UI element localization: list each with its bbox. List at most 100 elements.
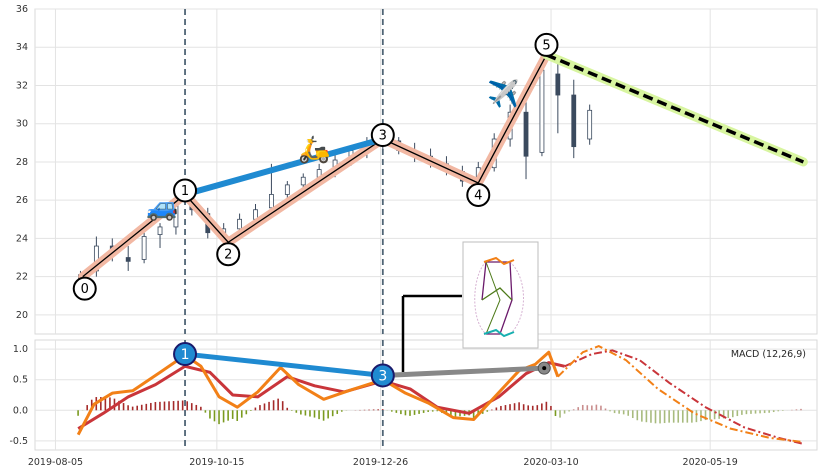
price-y-tick-label: 34 bbox=[16, 42, 28, 53]
macd-histogram-bar bbox=[772, 410, 775, 413]
macd-histogram-bar bbox=[422, 410, 425, 413]
macd-histogram-bar bbox=[100, 397, 102, 411]
pivot-label: 5 bbox=[542, 38, 550, 53]
macd-histogram-bar bbox=[713, 410, 716, 420]
zigzag-line bbox=[82, 54, 548, 278]
macd-histogram-bar bbox=[272, 400, 275, 411]
macd-histogram-bar bbox=[409, 410, 411, 416]
macd-histogram-bar bbox=[618, 410, 620, 414]
signal-line bbox=[77, 361, 566, 430]
macd-histogram-bar bbox=[195, 404, 198, 411]
divergence-line bbox=[380, 365, 547, 378]
macd-histogram-bar bbox=[277, 398, 279, 411]
macd-histogram-bar bbox=[554, 410, 557, 417]
macd-panel bbox=[34, 339, 818, 451]
macd-histogram-bar bbox=[436, 410, 439, 412]
macd-histogram-bar bbox=[641, 410, 643, 422]
macd-histogram-bar bbox=[568, 410, 570, 412]
macd-histogram-bar bbox=[381, 409, 384, 411]
macd-histogram-bar bbox=[186, 401, 189, 411]
candle-body bbox=[555, 73, 561, 96]
macd-histogram-bar bbox=[636, 410, 639, 421]
macd-histogram-bar bbox=[536, 405, 539, 411]
macd-histogram-bar bbox=[391, 410, 393, 412]
macd-histogram-bar bbox=[500, 405, 502, 411]
macd-histogram-bar bbox=[190, 403, 193, 411]
candle-body bbox=[269, 194, 274, 209]
macd-histogram-bar bbox=[591, 405, 593, 411]
macd-histogram-bar bbox=[404, 410, 407, 416]
macd-histogram-bar bbox=[290, 410, 293, 411]
macd-histogram-bar bbox=[218, 410, 220, 425]
macd-histogram-bar bbox=[140, 404, 143, 411]
macd-histogram-bar bbox=[627, 410, 630, 416]
x-tick-label: 2020-03-10 bbox=[523, 457, 578, 468]
macd-histogram-bar bbox=[759, 410, 761, 414]
macd-histogram-bar bbox=[586, 405, 589, 411]
macd-histogram-bar bbox=[281, 401, 284, 411]
macd-histogram-bar bbox=[768, 410, 770, 413]
macd-histogram-bar bbox=[550, 405, 552, 411]
x-tick-label: 2019-08-05 bbox=[28, 457, 83, 468]
macd-histogram-bar bbox=[795, 409, 798, 411]
macd-histogram-bar bbox=[563, 410, 566, 414]
price-y-tick-label: 32 bbox=[16, 80, 28, 91]
macd-histogram-bar bbox=[727, 410, 730, 418]
x-tick-label: 2019-12-26 bbox=[353, 457, 408, 468]
macd-histogram-bar bbox=[318, 410, 320, 420]
trendline bbox=[182, 136, 386, 198]
macd-histogram-bar bbox=[313, 410, 316, 418]
macd-histogram-bar bbox=[472, 410, 475, 419]
pivot-marker bbox=[466, 182, 491, 207]
macd-pivot-marker bbox=[173, 342, 198, 367]
macd-histogram-bar bbox=[572, 409, 575, 411]
macd-histogram-bar bbox=[181, 400, 184, 411]
macd-histogram-bar bbox=[168, 401, 170, 411]
macd-histogram-bar bbox=[213, 410, 216, 422]
macd-label: MACD (12,26,9) bbox=[731, 349, 806, 360]
macd-histogram-bar bbox=[304, 410, 307, 416]
macd-histogram-bar bbox=[240, 410, 243, 418]
macd-histogram-bar bbox=[663, 410, 666, 424]
macd-histogram-bar bbox=[527, 405, 529, 411]
macd-pivot-label: 3 bbox=[378, 368, 387, 384]
macd-pivot-label: 1 bbox=[181, 347, 190, 363]
macd-histogram-bar bbox=[331, 410, 334, 417]
macd-histogram-bar bbox=[559, 410, 561, 418]
macd-histogram-bar bbox=[504, 405, 507, 411]
macd-histogram-bar bbox=[518, 402, 520, 411]
macd-histogram-bar bbox=[295, 410, 298, 413]
price-y-tick-label: 22 bbox=[16, 272, 28, 283]
macd-pivot-marker bbox=[370, 363, 395, 388]
macd-histogram-bar bbox=[154, 402, 157, 411]
macd-histogram-bar bbox=[118, 400, 120, 411]
macd-histogram-bar bbox=[372, 409, 375, 411]
candle-body bbox=[284, 184, 290, 195]
macd-histogram-bar bbox=[136, 405, 138, 411]
macd-histogram-bar bbox=[481, 410, 484, 414]
macd-histogram-bar bbox=[704, 410, 707, 421]
macd-histogram-bar bbox=[227, 410, 229, 421]
candle-body bbox=[539, 69, 545, 153]
macd-histogram-bar bbox=[395, 410, 398, 413]
macd-histogram-bar bbox=[454, 410, 457, 417]
macd-histogram-bar bbox=[581, 404, 584, 411]
candle-body bbox=[125, 257, 131, 262]
macd-histogram-bar bbox=[681, 410, 684, 423]
macd-histogram-bar bbox=[90, 399, 93, 411]
pivot-label: 2 bbox=[224, 248, 232, 263]
candle-body bbox=[157, 226, 163, 235]
macd-histogram-bar bbox=[236, 410, 239, 421]
macd-histogram-bar bbox=[86, 405, 88, 411]
macd-histogram-bar bbox=[509, 404, 511, 411]
pivot-marker bbox=[72, 276, 97, 301]
macd-histogram-bar bbox=[631, 410, 634, 419]
macd-line bbox=[76, 350, 560, 436]
macd-histogram-bar bbox=[672, 410, 675, 423]
macd-histogram-bar bbox=[413, 410, 416, 415]
macd-histogram-bar bbox=[686, 410, 689, 423]
price-y-tick-label: 26 bbox=[16, 195, 28, 206]
macd-histogram-bar bbox=[177, 400, 179, 411]
macd-y-tick-label: 1.0 bbox=[13, 344, 28, 355]
